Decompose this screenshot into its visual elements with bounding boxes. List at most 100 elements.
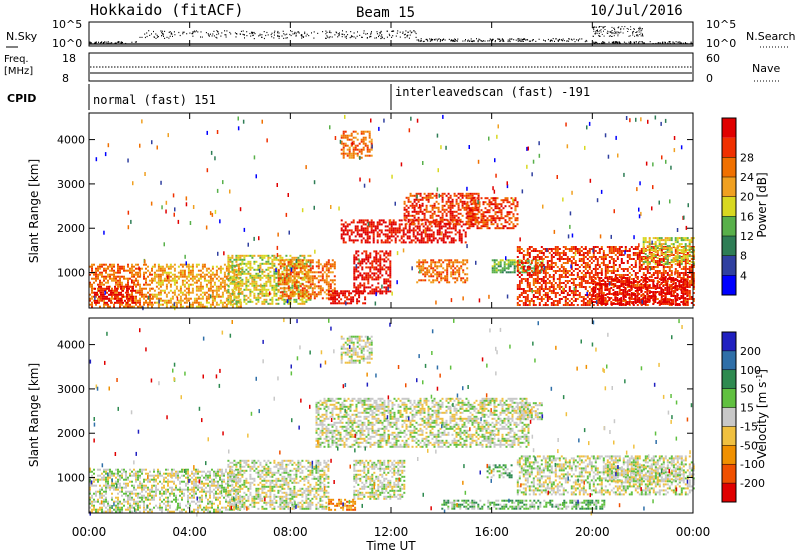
power-yticks: 1000 2000 3000 4000 xyxy=(57,134,693,280)
velocity-ytick-label: 2000 xyxy=(57,427,85,440)
velocity-colorbar-tick: -15 xyxy=(740,420,758,433)
power-colorbar-label: Power [dB] xyxy=(755,172,769,237)
power-colorbar-swatch xyxy=(722,177,736,197)
station-title: Hokkaido (fitACF) xyxy=(90,1,244,19)
power-colorbar-tick: 4 xyxy=(740,269,747,282)
velocity-colorbar-swatch xyxy=(722,426,736,446)
power-region-14 xyxy=(592,277,689,305)
time-axis-label: Time UT xyxy=(365,539,416,553)
velocity-colorbar-swatch xyxy=(722,369,736,389)
power-colorbar-tick: 12 xyxy=(740,230,754,243)
power-region-10 xyxy=(340,130,373,159)
power-colorbar-swatch xyxy=(722,216,736,236)
power-colorbar-swatch xyxy=(722,137,736,158)
velocity-label-sup: -1 xyxy=(755,374,764,382)
velocity-colorbar-swatch xyxy=(722,445,736,465)
date-label: 10/Jul/2016 xyxy=(590,3,683,19)
velocity-colorbar-swatch xyxy=(722,407,736,427)
nave-label: Nave xyxy=(752,62,780,75)
power-colorbar-swatch xyxy=(722,196,736,217)
time-tick-label: 16:00 xyxy=(474,525,509,539)
noise-right-tick-bottom: 10^0 xyxy=(706,37,736,50)
noise-right-label: N.Search xyxy=(746,30,796,43)
power-colorbar-swatch xyxy=(722,118,736,138)
velocity-ytick-label: 3000 xyxy=(57,383,85,396)
noise-left-label: N.Sky xyxy=(6,30,38,43)
power-ytick-label: 1000 xyxy=(57,267,85,280)
power-colorbar-swatch xyxy=(722,255,736,276)
power-region-9 xyxy=(466,197,519,230)
velocity-colorbar-swatch xyxy=(722,388,736,408)
time-tick-label: 00:00 xyxy=(676,525,711,539)
velocity-region-3 xyxy=(340,335,373,364)
power-colorbar: 4 8 12 16 20 24 28 xyxy=(721,117,754,296)
velocity-colorbar-swatch xyxy=(722,332,736,351)
beam-label: Beam 15 xyxy=(356,5,415,21)
time-tick-label: 04:00 xyxy=(172,525,207,539)
velocity-colorbar-swatch xyxy=(722,350,736,370)
power-colorbar-tick: 8 xyxy=(740,250,747,263)
velocity-heatmap xyxy=(89,318,695,517)
power-heatmap xyxy=(89,114,695,311)
power-ytick-label: 3000 xyxy=(57,178,85,191)
time-tick-label: 12:00 xyxy=(374,525,409,539)
power-colorbar-swatch xyxy=(722,236,736,256)
velocity-ytick-label: 1000 xyxy=(57,472,85,485)
freq-right-tick-top: 60 xyxy=(706,52,720,65)
velocity-region-7 xyxy=(441,499,606,510)
velocity-region-4 xyxy=(353,459,406,500)
velocity-region-6 xyxy=(486,464,513,479)
power-ytick-label: 4000 xyxy=(57,134,85,147)
power-colorbar-tick: 20 xyxy=(740,191,754,204)
noise-left-tick-bottom: 10^0 xyxy=(52,37,82,50)
cpid-mode-interleaved: interleavedscan (fast) -191 xyxy=(395,85,590,99)
power-region-6 xyxy=(353,250,392,295)
velocity-region-1 xyxy=(227,459,330,510)
velocity-ylabel: Slant Range [km] xyxy=(27,363,41,467)
time-tick-label: 00:00 xyxy=(72,525,107,539)
velocity-colorbar-swatch xyxy=(722,464,736,484)
noise-left-tick-top: 10^5 xyxy=(52,18,82,31)
freq-label-line2: [MHz] xyxy=(4,66,33,77)
velocity-region-5 xyxy=(328,498,357,511)
time-tick-label: 08:00 xyxy=(273,525,308,539)
time-tick-label: 20:00 xyxy=(575,525,610,539)
velocity-colorbar-tick: 15 xyxy=(740,402,754,415)
velocity-colorbar-tick: -50 xyxy=(740,439,758,452)
velocity-label-main: Velocity [m s xyxy=(755,382,769,459)
power-scatter xyxy=(94,114,694,311)
velocity-yticks: 1000 2000 3000 4000 xyxy=(57,339,693,485)
power-region-5 xyxy=(328,290,367,305)
freq-panel-frame xyxy=(88,52,694,82)
power-region-4 xyxy=(277,259,336,300)
power-ytick-label: 2000 xyxy=(57,222,85,235)
power-colorbar-swatch xyxy=(722,275,736,295)
cpid-label: CPID xyxy=(7,92,36,105)
power-region-11 xyxy=(416,259,469,284)
velocity-ytick-label: 4000 xyxy=(57,339,85,352)
power-region-2 xyxy=(151,263,242,308)
velocity-colorbar-tick: 100 xyxy=(740,364,761,377)
freq-left-tick-bottom: 8 xyxy=(62,72,69,85)
velocity-colorbar-label: Velocity [m s-1] xyxy=(755,369,769,459)
power-region-15 xyxy=(642,237,695,266)
power-colorbar-swatch xyxy=(722,157,736,177)
velocity-colorbar-tick: -100 xyxy=(740,458,765,471)
time-axis-ticks: 00:00 04:00 08:00 12:00 16:00 20:00 00:00 xyxy=(72,22,711,539)
power-colorbar-tick: 28 xyxy=(740,151,754,164)
velocity-colorbar: 200 100 50 15 -15 -50 -100 -200 xyxy=(721,331,765,503)
velocity-colorbar-tick: -200 xyxy=(740,477,765,490)
noise-right-tick-top: 10^5 xyxy=(706,18,736,31)
power-region-1 xyxy=(94,285,136,304)
cpid-mode-normal: normal (fast) 151 xyxy=(93,93,216,107)
velocity-scatter xyxy=(89,318,693,517)
velocity-region-2 xyxy=(315,397,530,448)
velocity-colorbar-swatch xyxy=(722,483,736,502)
freq-label-line1: Freq. xyxy=(4,54,29,65)
power-colorbar-tick: 16 xyxy=(740,210,754,223)
power-colorbar-tick: 24 xyxy=(740,171,754,184)
velocity-colorbar-tick: 200 xyxy=(740,345,761,358)
velocity-colorbar-tick: 50 xyxy=(740,383,754,396)
freq-right-tick-bottom: 0 xyxy=(706,72,713,85)
